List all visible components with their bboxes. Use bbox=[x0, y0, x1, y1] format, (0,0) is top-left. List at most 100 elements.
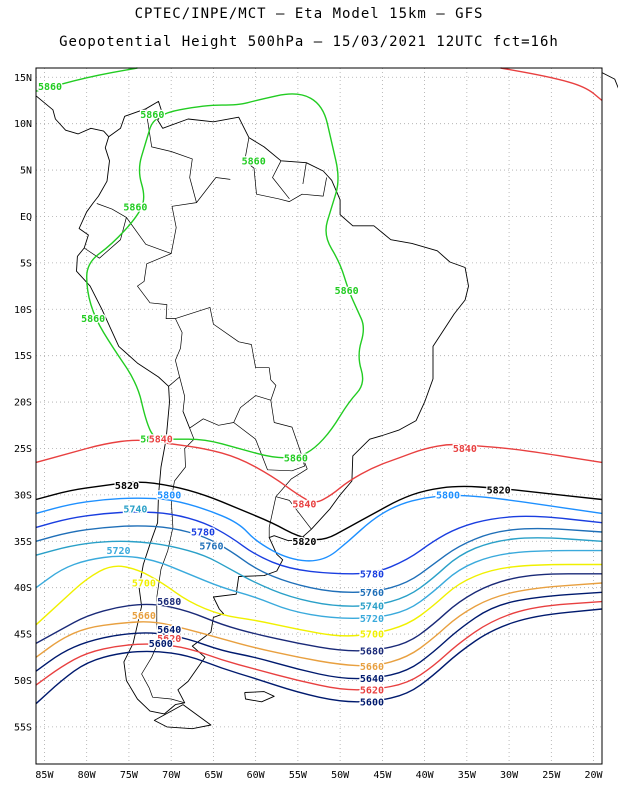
contour-label-5840: 5840 bbox=[453, 444, 477, 455]
coastline bbox=[35, 95, 110, 138]
lat-tick-label: EQ bbox=[20, 212, 32, 223]
contour-label-5720: 5720 bbox=[360, 614, 384, 625]
lon-tick-label: 85W bbox=[35, 770, 54, 781]
map-title-line-2: Geopotential Height 500hPa – 15/03/2021 … bbox=[59, 34, 559, 50]
country-border bbox=[141, 411, 195, 704]
lat-tick-label: 45S bbox=[14, 630, 32, 641]
contour-label-5620: 5620 bbox=[157, 634, 181, 645]
lat-tick-label: 10N bbox=[14, 119, 32, 130]
country-border bbox=[275, 453, 312, 530]
lat-tick-label: 15S bbox=[14, 351, 32, 362]
country-border bbox=[272, 160, 290, 200]
coastline bbox=[76, 100, 469, 715]
map-frame bbox=[35, 67, 603, 765]
contour-label-5600: 5600 bbox=[149, 639, 173, 650]
contour-5620 bbox=[35, 600, 603, 691]
lon-tick-label: 65W bbox=[204, 770, 223, 781]
contour-5840 bbox=[500, 67, 603, 102]
contour-label-5720: 5720 bbox=[106, 546, 130, 557]
contour-5640 bbox=[35, 591, 603, 680]
coastline bbox=[601, 72, 618, 89]
coastline bbox=[153, 704, 212, 730]
axis-tick-labels: 85W 80W 75W 70W 65W 60W 55W 50W 45W 40W 35W 30W 25W 2… bbox=[14, 73, 604, 781]
contour-labels: 5860586058605860586058605860586058405840… bbox=[37, 81, 512, 710]
country-border bbox=[244, 137, 327, 202]
country-border bbox=[84, 217, 127, 259]
contour-5860 bbox=[85, 93, 365, 459]
contour-label-5840: 5840 bbox=[149, 435, 173, 446]
contour-label-5740: 5740 bbox=[123, 504, 147, 515]
country-border bbox=[137, 253, 183, 387]
lat-tick-label: 5S bbox=[20, 258, 32, 269]
lon-tick-label: 55W bbox=[289, 770, 308, 781]
country-border bbox=[302, 162, 307, 185]
lat-tick-label: 15N bbox=[14, 73, 32, 84]
contour-label-5640: 5640 bbox=[360, 674, 384, 685]
country-border bbox=[268, 496, 277, 538]
country-border bbox=[175, 307, 277, 401]
contour-label-5660: 5660 bbox=[360, 662, 384, 673]
contour-label-5860: 5860 bbox=[123, 203, 147, 214]
contour-5780 bbox=[35, 511, 603, 575]
lat-tick-label: 50S bbox=[14, 676, 32, 687]
coastlines-and-borders bbox=[35, 72, 618, 730]
contour-5860 bbox=[35, 67, 138, 92]
contour-5600 bbox=[35, 608, 603, 705]
contour-5820 bbox=[35, 481, 603, 541]
lon-tick-label: 50W bbox=[331, 770, 350, 781]
contour-label-5680: 5680 bbox=[157, 597, 181, 608]
contour-label-5620: 5620 bbox=[360, 685, 384, 696]
lon-tick-label: 70W bbox=[162, 770, 181, 781]
contour-label-5780: 5780 bbox=[191, 528, 215, 539]
contour-label-5820: 5820 bbox=[292, 537, 316, 548]
contour-label-5600: 5600 bbox=[360, 697, 384, 708]
lat-tick-label: 10S bbox=[14, 305, 32, 316]
lat-tick-label: 55S bbox=[14, 722, 32, 733]
contour-label-5860: 5860 bbox=[335, 286, 359, 297]
contour-label-5760: 5760 bbox=[199, 541, 223, 552]
lat-tick-label: 40S bbox=[14, 583, 32, 594]
lon-tick-label: 35W bbox=[458, 770, 477, 781]
lat-tick-label: 35S bbox=[14, 537, 32, 548]
lon-tick-label: 80W bbox=[78, 770, 97, 781]
contour-label-5840: 5840 bbox=[292, 500, 316, 511]
coastline bbox=[244, 691, 275, 703]
contour-label-5780: 5780 bbox=[360, 569, 384, 580]
contour-label-5700: 5700 bbox=[360, 630, 384, 641]
lon-tick-label: 75W bbox=[120, 770, 139, 781]
contour-5720 bbox=[35, 549, 602, 620]
contour-label-5800: 5800 bbox=[436, 490, 460, 501]
contour-5800 bbox=[35, 494, 603, 562]
contour-lines bbox=[35, 67, 603, 705]
lat-tick-label: 25S bbox=[14, 444, 32, 455]
contour-5660 bbox=[35, 582, 603, 667]
contour-label-5860: 5860 bbox=[140, 435, 164, 446]
contour-label-5820: 5820 bbox=[115, 481, 139, 492]
lat-tick-label: 20S bbox=[14, 398, 32, 409]
lat-tick-label: 5N bbox=[20, 166, 32, 177]
contour-5680 bbox=[35, 573, 602, 652]
contour-5740 bbox=[35, 537, 603, 607]
lon-tick-label: 25W bbox=[542, 770, 561, 781]
contour-label-5860: 5860 bbox=[81, 314, 105, 325]
contour-5840 bbox=[35, 439, 603, 503]
country-border bbox=[96, 108, 197, 254]
contour-label-5660: 5660 bbox=[132, 611, 156, 622]
contour-label-5760: 5760 bbox=[360, 588, 384, 599]
map-title-line-1: CPTEC/INPE/MCT – Eta Model 15km – GFS bbox=[134, 6, 484, 22]
contour-label-5700: 5700 bbox=[132, 579, 156, 590]
contour-label-5860: 5860 bbox=[284, 453, 308, 464]
lon-tick-label: 45W bbox=[373, 770, 392, 781]
contour-label-5820: 5820 bbox=[487, 486, 511, 497]
lon-tick-label: 60W bbox=[247, 770, 266, 781]
contour-5700 bbox=[35, 563, 602, 637]
lon-tick-label: 40W bbox=[416, 770, 435, 781]
contour-5760 bbox=[35, 525, 603, 594]
contour-label-5740: 5740 bbox=[360, 602, 384, 613]
contour-label-5680: 5680 bbox=[360, 646, 384, 657]
contour-label-5800: 5800 bbox=[157, 490, 181, 501]
lon-tick-label: 20W bbox=[585, 770, 604, 781]
contour-label-5860: 5860 bbox=[140, 110, 164, 121]
contour-label-5640: 5640 bbox=[157, 625, 181, 636]
